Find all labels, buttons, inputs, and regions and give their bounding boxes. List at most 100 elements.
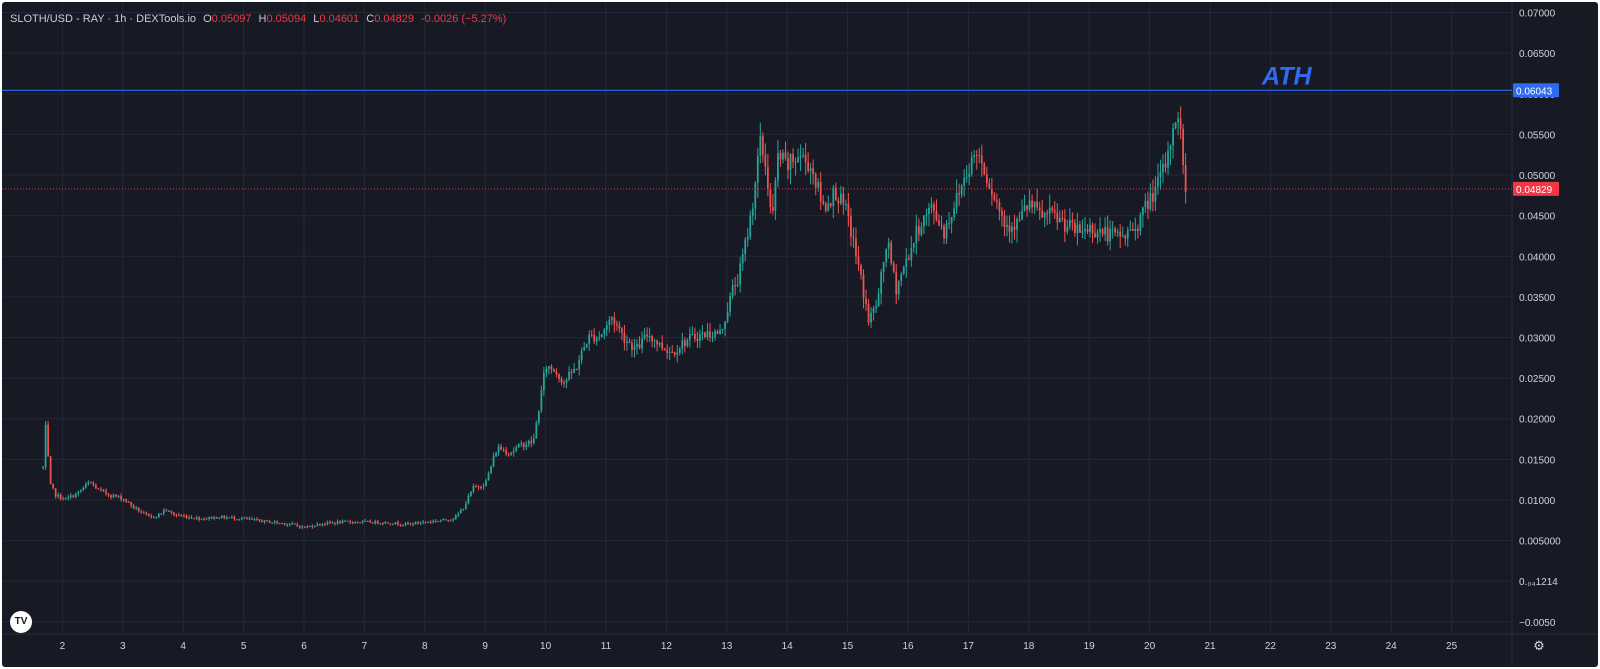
candle-body — [1018, 219, 1021, 221]
candle-body — [1139, 215, 1142, 232]
symbol-title[interactable]: SLOTH/USD - RAY · 1h · DEXTools.io — [10, 13, 197, 25]
candle-body — [273, 521, 276, 523]
candle-body — [600, 334, 603, 338]
candle-body — [371, 522, 374, 524]
candle-body — [824, 203, 827, 211]
candle-body — [530, 440, 533, 444]
candle-body — [688, 334, 691, 340]
candle-body — [1116, 231, 1119, 233]
candle-body — [364, 520, 367, 522]
price-tick-label: 0.03000 — [1519, 333, 1556, 344]
candle-body — [467, 495, 470, 504]
candle-body — [784, 152, 787, 159]
candle-body — [985, 174, 988, 184]
candle-body — [792, 154, 794, 162]
low-label: L — [313, 13, 320, 25]
time-tick-label: 22 — [1265, 641, 1277, 652]
candle-body — [1033, 201, 1036, 208]
candle-body — [457, 513, 460, 516]
candle-body — [1036, 201, 1039, 208]
candle-body — [958, 193, 961, 195]
candle-body — [746, 236, 749, 240]
candle-body — [761, 135, 764, 155]
candle-body — [79, 490, 82, 492]
candle-body — [95, 485, 97, 489]
candle-body — [417, 522, 419, 524]
candle-body — [676, 352, 679, 355]
candle-body — [691, 333, 694, 335]
candle-body — [195, 517, 198, 519]
candle-body — [180, 515, 183, 517]
candle-body — [492, 456, 495, 467]
candle-body — [308, 525, 311, 527]
close-label: C — [366, 13, 375, 25]
time-tick-label: 13 — [721, 641, 733, 652]
candle-body — [175, 514, 178, 516]
candle-body — [107, 493, 110, 496]
candle-body — [734, 285, 737, 287]
candle-body — [97, 488, 100, 490]
candle-body — [1026, 205, 1028, 210]
candle-body — [631, 343, 633, 350]
candle-body — [741, 253, 744, 264]
candle-body — [434, 520, 437, 522]
candle-body — [872, 308, 875, 313]
candle-body — [62, 499, 65, 501]
ath-price-tag-bg — [1513, 83, 1559, 98]
change-value: -0.0026 (−5.27%) — [421, 13, 507, 25]
candle-body — [155, 516, 158, 518]
candle-body — [882, 262, 885, 272]
candle-body — [749, 215, 752, 237]
candle-body — [668, 351, 671, 353]
candle-body — [719, 330, 721, 335]
candle-body — [759, 135, 762, 156]
candle-body — [145, 512, 148, 515]
candle-body — [356, 521, 359, 523]
candle-body — [696, 338, 699, 341]
candle-body — [714, 331, 716, 338]
candle-body — [570, 371, 573, 373]
candle-body — [1041, 210, 1044, 218]
candle-body — [142, 512, 145, 514]
settings-gear-icon[interactable]: ⚙ — [1533, 638, 1545, 653]
candle-body — [110, 495, 112, 498]
candle-body — [349, 521, 351, 523]
candle-body — [449, 519, 452, 521]
candle-body — [1066, 226, 1069, 232]
tradingview-logo[interactable]: TV — [10, 611, 32, 633]
candle-body — [1179, 118, 1182, 129]
candle-body — [510, 452, 513, 455]
candle-body — [817, 181, 820, 188]
candle-body — [615, 324, 618, 326]
candle-body — [829, 203, 832, 207]
candle-body — [84, 484, 87, 488]
candle-body — [268, 520, 271, 523]
candle-body — [588, 334, 591, 344]
candle-body — [603, 329, 606, 335]
candle-body — [251, 518, 253, 520]
candle-body — [150, 515, 153, 517]
time-tick-label: 6 — [301, 641, 307, 652]
candle-body — [545, 368, 548, 373]
candle-body — [1013, 226, 1016, 230]
time-tick-label: 12 — [661, 641, 673, 652]
candle-body — [998, 202, 1001, 211]
candle-body — [636, 344, 638, 347]
candle-body — [890, 242, 893, 264]
candle-body — [1089, 224, 1091, 232]
candle-body — [59, 494, 62, 500]
candle-body — [520, 443, 523, 445]
candle-body — [1111, 228, 1114, 230]
candle-body — [386, 522, 389, 524]
candle-body — [1109, 229, 1112, 242]
candle-body — [283, 523, 286, 525]
candle-body — [658, 342, 661, 345]
candle-body — [1021, 210, 1023, 220]
candle-body — [1126, 230, 1129, 239]
candle-body — [87, 482, 90, 485]
candle-body — [814, 173, 817, 188]
candle-body — [74, 493, 77, 498]
candle-body — [298, 525, 301, 528]
